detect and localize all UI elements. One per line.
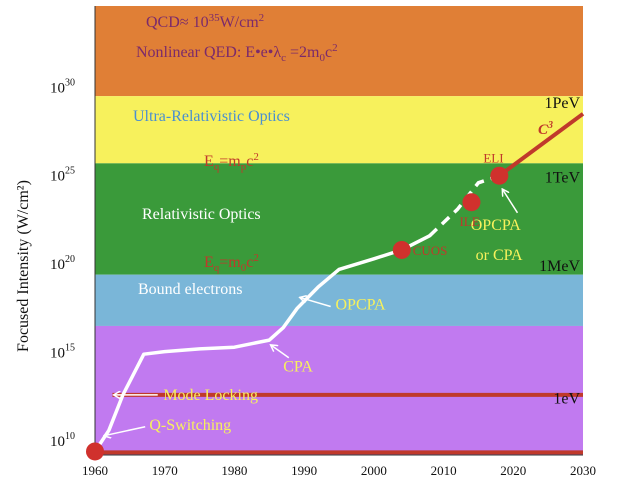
y-tick-30: 1030 — [50, 77, 75, 96]
energy-label-1mev: 1MeV — [539, 258, 580, 275]
band-nonrel — [95, 325, 583, 455]
bound-electrons-label: Bound electrons — [138, 281, 242, 298]
c3-label: C3 — [538, 120, 553, 138]
energy-label-1pev: 1PeV — [544, 95, 580, 112]
x-tick-1980: 1980 — [221, 463, 247, 478]
milestone-markers: CUOS ILE ELI — [86, 151, 509, 461]
eq-m0-label: Eq=m0c2 — [204, 252, 259, 274]
annotation-arrow-4 — [503, 190, 519, 214]
x-tick-2000: 2000 — [361, 463, 387, 478]
marker-label-eli: ELI — [483, 151, 503, 166]
energy-label-1tev: 1TeV — [545, 169, 581, 186]
x-tick-1970: 1970 — [152, 463, 178, 478]
y-tick-10: 1010 — [50, 431, 75, 450]
x-tick-1960: 1960 — [82, 463, 108, 478]
annotations: OPCPA CPA Mode Locking Q-Switching OPCPA or C… — [105, 190, 523, 436]
band-labels: QCD≈ 1035W/cm2 Nonlinear QED: E•e•λc =2m… — [133, 12, 338, 298]
marker-eli — [490, 166, 509, 185]
marker-label-ile: ILE — [459, 214, 479, 229]
marker-label-cuos: CUOS — [413, 243, 448, 258]
energy-reference-lines — [95, 392, 583, 455]
y-tick-20: 1020 — [50, 254, 75, 273]
relativistic-optics-label: Relativistic Optics — [142, 206, 261, 223]
annotation-q-switching: Q-Switching — [149, 417, 231, 434]
x-tick-2030: 2030 — [570, 463, 596, 478]
x-tick-1990: 1990 — [291, 463, 317, 478]
marker-origin — [86, 442, 104, 461]
x-tick-labels: 1960 1970 1980 1990 2000 2010 2020 2030 — [82, 463, 596, 478]
x-tick-2010: 2010 — [431, 463, 457, 478]
y-tick-15: 1015 — [50, 342, 75, 361]
y-tick-labels: 1010 1015 1020 1025 1030 — [50, 77, 75, 450]
nonlinear-qed-label: Nonlinear QED: E•e•λc =2m0c2 — [136, 42, 338, 64]
x-tick-2020: 2020 — [500, 463, 526, 478]
y-tick-25: 1025 — [50, 166, 75, 185]
c3-line — [498, 112, 585, 178]
band-ultra — [95, 96, 583, 164]
annotation-opcpa: OPCPA — [336, 297, 387, 314]
qcd-label: QCD≈ 1035W/cm2 — [146, 12, 264, 31]
ultra-relativistic-label: Ultra-Relativistic Optics — [133, 108, 290, 125]
marker-ile — [462, 193, 481, 212]
energy-label-1ev: 1eV — [553, 390, 580, 407]
band-bound — [95, 274, 583, 326]
y-axis-label: Focused Intensity (W/cm²) — [15, 180, 32, 352]
annotation-arrow-3 — [105, 425, 146, 436]
marker-cuos — [392, 240, 411, 259]
annotation-arrow-0 — [301, 298, 331, 308]
band-qcd — [95, 6, 583, 97]
curve-solid — [93, 234, 432, 454]
annotation-cpa: CPA — [283, 359, 313, 376]
intensity-bands — [95, 6, 583, 455]
energy-labels: 1PeV 1TeV 1MeV 1eV — [539, 95, 580, 407]
annotation-or-cpa: or CPA — [476, 247, 523, 264]
annotation-mode-locking: Mode Locking — [163, 387, 258, 404]
annotation-opcpa: OPCPA — [471, 217, 522, 234]
annotation-arrow-1 — [271, 345, 290, 359]
eq-mp-label: Eq=mpc2 — [204, 151, 259, 173]
